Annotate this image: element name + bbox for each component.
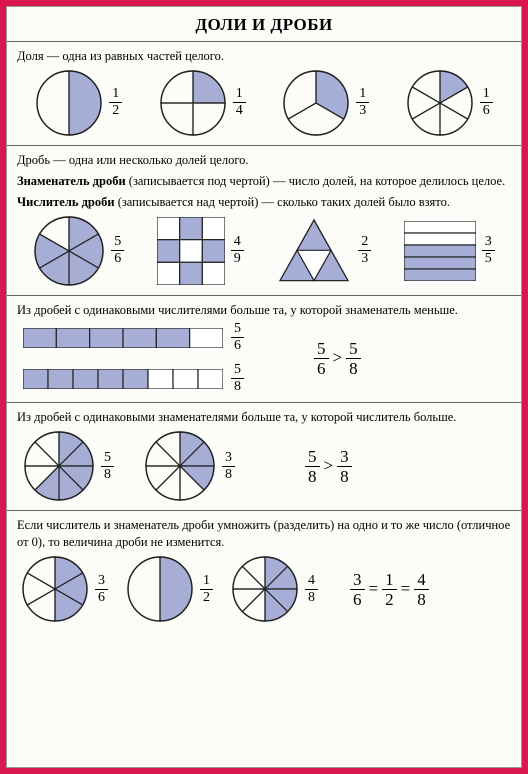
drob-item: 35 xyxy=(404,221,495,281)
pie-icon xyxy=(33,215,105,287)
pie-icon xyxy=(159,69,227,137)
s4-row: 583858>38 xyxy=(17,430,511,502)
pie-item: 36 xyxy=(21,555,108,623)
fraction: 58 xyxy=(305,448,320,485)
fraction: 48 xyxy=(414,571,429,608)
fraction: 14 xyxy=(233,87,246,118)
fraction: 36 xyxy=(350,571,365,608)
triangle-icon xyxy=(276,216,352,285)
dolya-item: 12 xyxy=(35,69,122,137)
drob-row: 56 49 23 35 xyxy=(17,215,511,287)
fraction: 56 xyxy=(231,322,244,353)
dolya-row: 12 14 13 16 xyxy=(17,69,511,137)
grid-icon xyxy=(157,217,225,285)
pie-item: 58 xyxy=(23,430,114,502)
drob-item: 56 xyxy=(33,215,124,287)
dolya-item: 16 xyxy=(406,69,493,137)
bar-row: 56 xyxy=(23,322,244,353)
s3-text: Из дробей с одинаковыми числителями боль… xyxy=(17,302,511,319)
pie-item: 48 xyxy=(231,555,318,623)
section-dolya: Доля — одна из равных частей целого. 121… xyxy=(7,41,521,145)
fraction: 12 xyxy=(200,574,213,605)
s4-text: Из дробей с одинаковыми знаменателями бо… xyxy=(17,409,511,426)
section-same-numerator: Из дробей с одинаковыми числителями боль… xyxy=(7,295,521,403)
drob-item: 23 xyxy=(276,216,371,285)
pie-item: 38 xyxy=(144,430,235,502)
dolya-text: Доля — одна из равных частей целого. xyxy=(17,48,511,65)
pie-icon xyxy=(406,69,474,137)
equation: 36=12=48 xyxy=(350,571,429,608)
fraction: 38 xyxy=(222,451,235,482)
dolya-item: 13 xyxy=(282,69,369,137)
fraction: 36 xyxy=(95,574,108,605)
section-equivalent: Если числитель и знаменатель дроби умнож… xyxy=(7,510,521,631)
s5-text: Если числитель и знаменатель дроби умнож… xyxy=(17,517,511,551)
bar-strip xyxy=(23,369,223,389)
section-drob: Дробь — одна или несколько долей целого.… xyxy=(7,145,521,295)
page-title: ДОЛИ И ДРОБИ xyxy=(7,7,521,41)
drob-item: 49 xyxy=(157,217,244,285)
pie-icon xyxy=(35,69,103,137)
pie-item: 12 xyxy=(126,555,213,623)
fraction: 12 xyxy=(109,87,122,118)
fraction: 38 xyxy=(337,448,352,485)
pie-icon xyxy=(23,430,95,502)
pie-icon xyxy=(144,430,216,502)
fraction: 49 xyxy=(231,235,244,266)
fraction: 56 xyxy=(111,235,124,266)
pie-icon xyxy=(126,555,194,623)
pie-icon xyxy=(21,555,89,623)
drob-p1: Дробь — одна или несколько долей целого. xyxy=(17,152,511,169)
bar-row: 58 xyxy=(23,363,244,394)
fraction: 35 xyxy=(482,235,495,266)
pie-icon xyxy=(282,69,350,137)
comparison-2: 58>38 xyxy=(305,448,352,485)
dolya-item: 14 xyxy=(159,69,246,137)
drob-p3: Числитель дроби (записывается над чертой… xyxy=(17,194,511,211)
fraction: 23 xyxy=(358,235,371,266)
hbars-icon xyxy=(404,221,476,281)
fraction: 13 xyxy=(356,87,369,118)
fraction: 12 xyxy=(382,571,397,608)
fraction: 58 xyxy=(231,363,244,394)
section-same-denominator: Из дробей с одинаковыми знаменателями бо… xyxy=(7,402,521,510)
page: ДОЛИ И ДРОБИ Доля — одна из равных часте… xyxy=(6,6,522,768)
fraction: 16 xyxy=(480,87,493,118)
bar-strip xyxy=(23,328,223,348)
fraction: 48 xyxy=(305,574,318,605)
pie-icon xyxy=(231,555,299,623)
bars-column: 5658 xyxy=(23,322,244,394)
fraction: 58 xyxy=(101,451,114,482)
comparison-1: 56 > 58 xyxy=(314,340,361,377)
s5-row: 36124836=12=48 xyxy=(17,555,511,623)
drob-p2: Знаменатель дроби (записывается под черт… xyxy=(17,173,511,190)
